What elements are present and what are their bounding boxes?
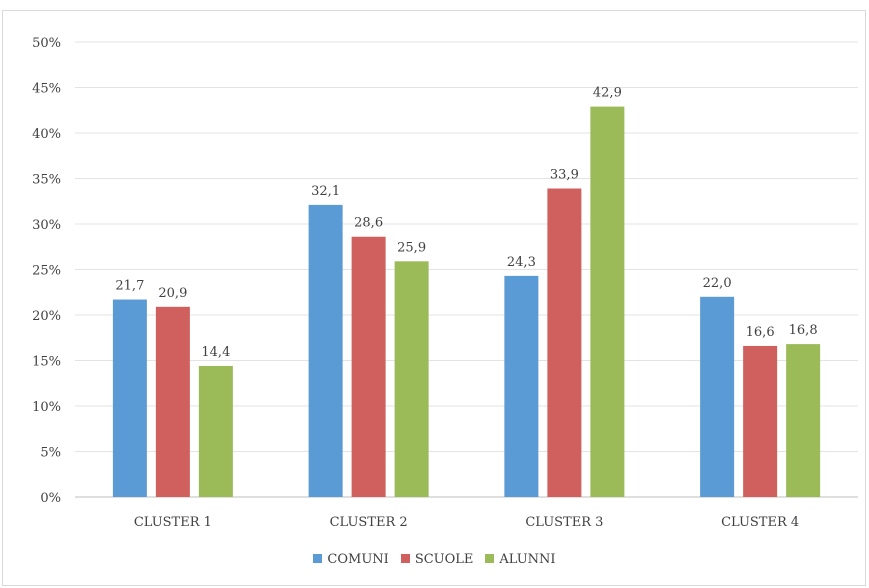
y-tick-label: 35% — [32, 173, 61, 188]
legend-swatch — [400, 554, 410, 563]
x-tick-label: CLUSTER 2 — [330, 515, 408, 530]
data-label: 16,8 — [789, 323, 818, 338]
data-label: 33,9 — [550, 168, 579, 183]
y-tick-label: 50% — [32, 36, 61, 51]
y-tick-label: 25% — [32, 264, 61, 279]
data-label: 14,4 — [201, 345, 230, 360]
legend-item-alunni: ALUNNI — [485, 552, 556, 567]
data-label: 24,3 — [507, 255, 536, 270]
bar-alunni-4 — [786, 344, 821, 497]
legend-swatch — [313, 554, 323, 563]
data-label: 21,7 — [115, 279, 144, 294]
bar-comuni-4 — [700, 296, 735, 497]
data-label: 32,1 — [311, 184, 340, 199]
legend-label: SCUOLE — [414, 552, 474, 567]
y-tick-label: 0% — [40, 491, 61, 506]
bar-scuole-2 — [351, 236, 386, 498]
legend-item-scuole: SCUOLE — [400, 552, 474, 567]
data-label: 20,9 — [158, 286, 187, 301]
bar-comuni-2 — [308, 204, 343, 497]
data-labels: 21,7 20,9 14,4 32,1 28,6 25,9 24,3 33,9 42,9 22,0… — [115, 86, 817, 360]
bar-scuole-4 — [743, 345, 778, 497]
y-axis-ticks: 0% 5% 10% 15% 20% 25% 30% 35% 40% 45% 50% — [32, 36, 61, 506]
data-label: 28,6 — [354, 216, 383, 231]
legend-item-comuni: COMUNI — [313, 552, 389, 567]
y-tick-label: 10% — [32, 400, 61, 415]
bar-alunni-3 — [590, 106, 625, 498]
y-tick-label: 40% — [32, 127, 61, 142]
data-label: 22,0 — [703, 276, 732, 291]
data-label: 16,6 — [746, 325, 775, 340]
legend-swatch — [485, 554, 495, 563]
bar-alunni-1 — [198, 365, 233, 497]
gridlines — [75, 41, 858, 498]
bar-comuni-3 — [504, 275, 539, 497]
y-tick-label: 45% — [32, 82, 61, 97]
x-tick-label: CLUSTER 3 — [525, 515, 603, 530]
data-label: 42,9 — [593, 86, 622, 101]
x-axis-ticks: CLUSTER 1 CLUSTER 2 CLUSTER 3 CLUSTER 4 — [134, 515, 799, 530]
legend-label: ALUNNI — [499, 552, 556, 567]
y-tick-label: 20% — [32, 309, 61, 324]
bar-scuole-1 — [155, 306, 190, 497]
x-tick-label: CLUSTER 4 — [721, 515, 799, 530]
y-tick-label: 15% — [32, 355, 61, 370]
bar-scuole-3 — [547, 188, 582, 497]
y-tick-label: 30% — [32, 218, 61, 233]
bar-alunni-2 — [394, 261, 429, 497]
bars — [112, 106, 821, 498]
x-tick-label: CLUSTER 1 — [134, 515, 212, 530]
legend-label: COMUNI — [327, 552, 389, 567]
bar-comuni-1 — [112, 299, 147, 497]
y-tick-label: 5% — [40, 446, 61, 461]
data-label: 25,9 — [397, 240, 426, 255]
chart-legend: COMUNI SCUOLE ALUNNI — [0, 552, 869, 567]
